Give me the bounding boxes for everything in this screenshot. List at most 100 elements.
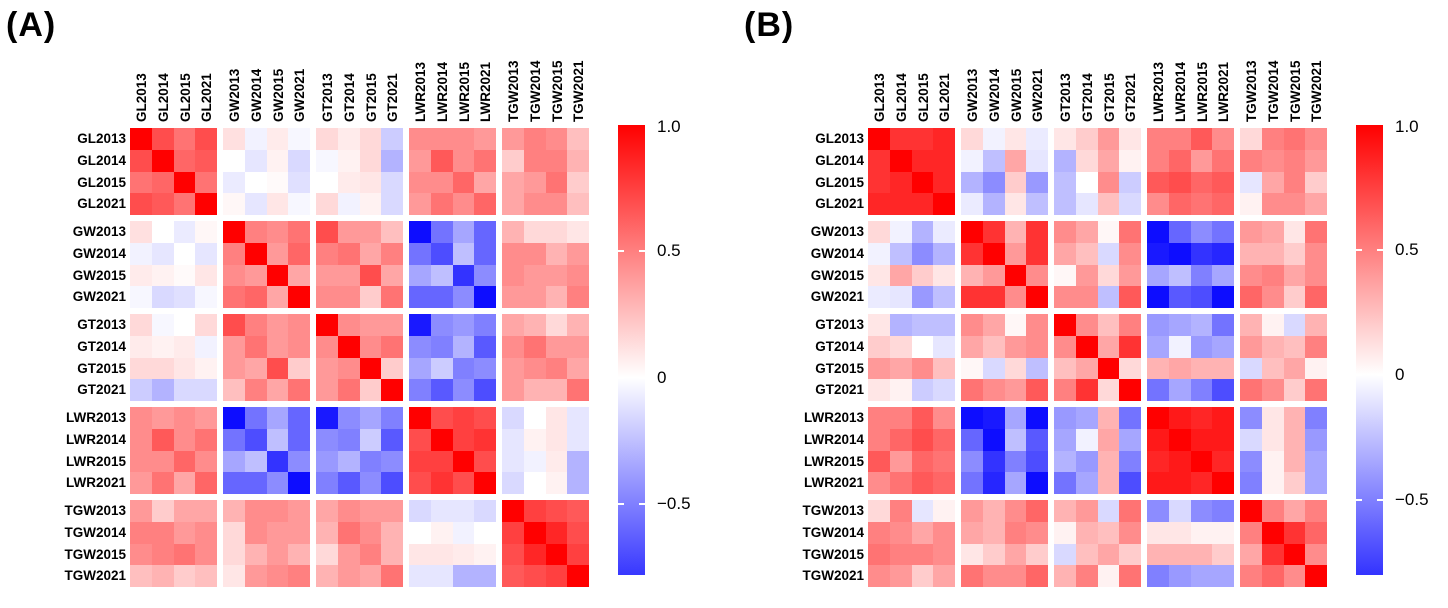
- heatmap-cell: [1119, 451, 1141, 472]
- col-label-gw2013: GW2013: [227, 68, 242, 122]
- heatmap-cell: [1005, 336, 1026, 358]
- heatmap-cell: [524, 314, 546, 336]
- heatmap-cell: [288, 286, 310, 308]
- heatmap-cell: [453, 265, 474, 286]
- heatmap-cell: [409, 522, 431, 544]
- heatmap-cell: [1305, 150, 1327, 172]
- heatmap-cell: [1076, 286, 1098, 308]
- heatmap-cell: [1076, 407, 1098, 429]
- heatmap-cell: [1284, 379, 1305, 401]
- panel-b-colorbar: 1.0 0.5 0 −0.5: [1356, 117, 1448, 575]
- heatmap-cell: [868, 314, 890, 336]
- heatmap-cell: [1169, 429, 1191, 451]
- row-label-lwr2013: LWR2013: [65, 410, 126, 425]
- heatmap-cell: [1284, 286, 1305, 308]
- heatmap-cell: [1098, 243, 1119, 265]
- heatmap-cell: [338, 379, 360, 401]
- heatmap-cell: [195, 379, 217, 401]
- heatmap-cell: [360, 500, 381, 522]
- heatmap-cell: [1212, 336, 1234, 358]
- heatmap-cell: [152, 128, 174, 150]
- heatmap-cell: [1262, 429, 1284, 451]
- heatmap-cell: [961, 565, 983, 587]
- heatmap-cell: [1119, 172, 1141, 193]
- heatmap-cell: [288, 314, 310, 336]
- heatmap-cell: [223, 522, 245, 544]
- heatmap-cell: [1284, 128, 1305, 150]
- heatmap-cell: [338, 565, 360, 587]
- colorbar-tick-mark: [618, 250, 624, 253]
- heatmap-cell: [338, 221, 360, 243]
- heatmap-cell: [152, 544, 174, 565]
- heatmap-cell: [174, 314, 195, 336]
- heatmap-cell: [1212, 429, 1234, 451]
- heatmap-cell: [360, 407, 381, 429]
- heatmap-cell: [1169, 358, 1191, 379]
- heatmap-cell: [1098, 193, 1119, 215]
- heatmap-cell: [453, 286, 474, 308]
- heatmap-cell: [1262, 286, 1284, 308]
- heatmap-cell: [474, 565, 496, 587]
- col-label-gt2013: GT2013: [1058, 73, 1073, 122]
- heatmap-cell: [983, 221, 1005, 243]
- heatmap-cell: [912, 565, 933, 587]
- heatmap-cell: [360, 193, 381, 215]
- heatmap-cell: [453, 429, 474, 451]
- heatmap-cell: [409, 358, 431, 379]
- heatmap-cell: [961, 472, 983, 494]
- heatmap-cell: [1191, 565, 1212, 587]
- heatmap-cell: [130, 544, 152, 565]
- heatmap-cell: [1191, 150, 1212, 172]
- row-label-lwr2021: LWR2021: [803, 475, 864, 490]
- heatmap-cell: [1305, 336, 1327, 358]
- heatmap-cell: [381, 358, 403, 379]
- heatmap-cell: [360, 379, 381, 401]
- colorbar-tick-mark: [639, 250, 645, 253]
- heatmap-cell: [1119, 429, 1141, 451]
- heatmap-cell: [567, 500, 589, 522]
- heatmap-cell: [546, 221, 567, 243]
- heatmap-cell: [1119, 243, 1141, 265]
- heatmap-cell: [1098, 407, 1119, 429]
- heatmap-cell: [360, 314, 381, 336]
- heatmap-cell: [1305, 265, 1327, 286]
- heatmap-cell: [1147, 336, 1169, 358]
- heatmap-cell: [1305, 314, 1327, 336]
- row-label-gt2014: GT2014: [77, 339, 126, 354]
- heatmap-cell: [1262, 451, 1284, 472]
- heatmap-cell: [223, 472, 245, 494]
- heatmap-cell: [174, 379, 195, 401]
- heatmap-cell: [1119, 522, 1141, 544]
- heatmap-cell: [1076, 336, 1098, 358]
- row-label-tgw2015: TGW2015: [802, 547, 864, 562]
- heatmap-cell: [130, 407, 152, 429]
- heatmap-cell: [933, 565, 955, 587]
- heatmap-cell: [1119, 128, 1141, 150]
- heatmap-cell: [1054, 314, 1076, 336]
- heatmap-cell: [316, 522, 338, 544]
- heatmap-cell: [1305, 172, 1327, 193]
- heatmap-cell: [130, 314, 152, 336]
- heatmap-cell: [567, 172, 589, 193]
- heatmap-cell: [474, 314, 496, 336]
- heatmap-cell: [409, 336, 431, 358]
- heatmap-cell: [502, 314, 524, 336]
- heatmap-cell: [1169, 565, 1191, 587]
- heatmap-cell: [381, 522, 403, 544]
- heatmap-cell: [409, 379, 431, 401]
- heatmap-cell: [961, 314, 983, 336]
- heatmap-cell: [912, 336, 933, 358]
- heatmap-cell: [546, 314, 567, 336]
- heatmap-cell: [288, 429, 310, 451]
- heatmap-cell: [152, 193, 174, 215]
- heatmap-cell: [245, 544, 267, 565]
- colorbar-tick-label: −0.5: [657, 494, 691, 514]
- row-label-gl2013: GL2013: [77, 131, 126, 146]
- heatmap-cell: [961, 243, 983, 265]
- heatmap-cell: [267, 128, 288, 150]
- heatmap-cell: [474, 243, 496, 265]
- heatmap-cell: [245, 128, 267, 150]
- heatmap-cell: [1212, 286, 1234, 308]
- colorbar-tick-mark: [1356, 249, 1362, 251]
- heatmap-cell: [1005, 150, 1026, 172]
